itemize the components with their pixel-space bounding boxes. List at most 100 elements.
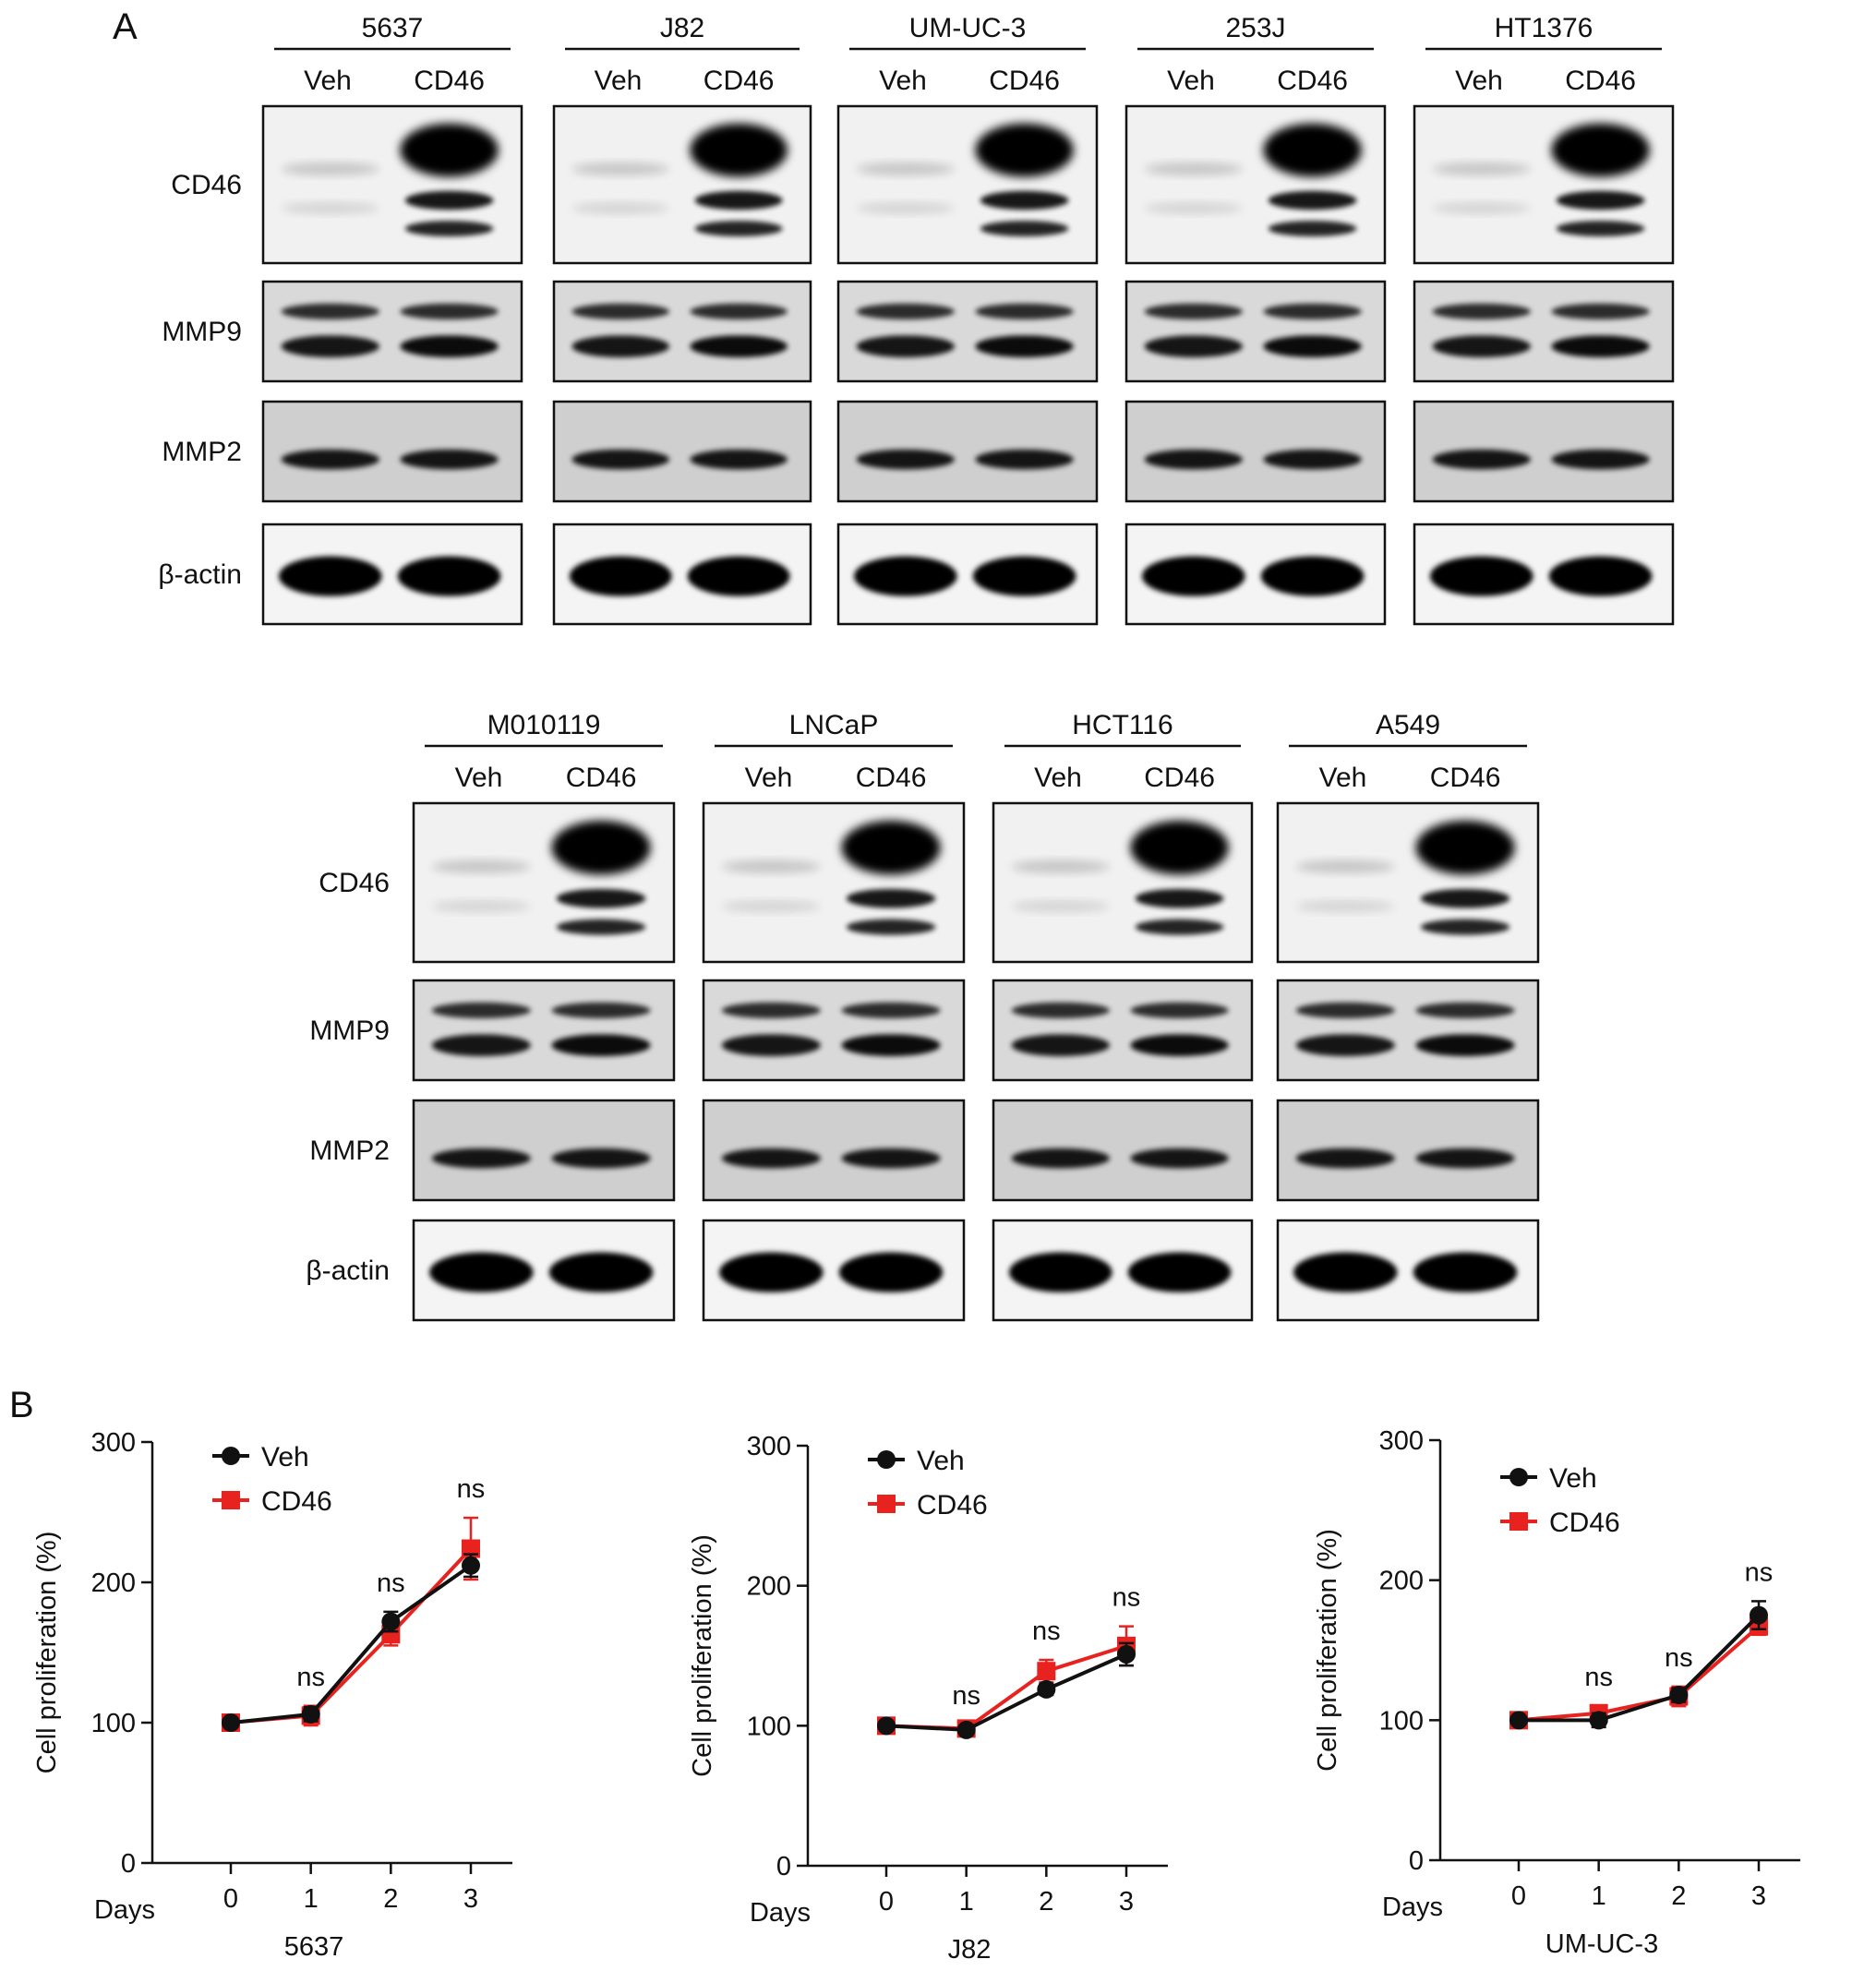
blot-frame xyxy=(836,280,1099,383)
cell-line-label: M010119 xyxy=(487,710,601,740)
blot-box xyxy=(702,1219,966,1322)
blot-band xyxy=(1008,1252,1112,1292)
blot-band xyxy=(1415,820,1515,875)
blot-box xyxy=(702,801,966,964)
blot-band xyxy=(556,888,646,908)
lane-label-cd46: CD46 xyxy=(1144,763,1215,793)
blot-band xyxy=(721,900,821,912)
blot-band xyxy=(400,449,499,470)
series-cd46 xyxy=(877,1625,1136,1738)
blot-band xyxy=(1432,449,1532,470)
blot-panel: 5637 Veh CD46 xyxy=(261,13,523,626)
legend-veh-label: Veh xyxy=(917,1446,965,1476)
series-cd46 xyxy=(222,1516,480,1732)
legend-cd46-label: CD46 xyxy=(1549,1508,1620,1538)
blot-band xyxy=(1130,1002,1229,1019)
blot-row-2: CD46 MMP9 MMP2 β-actin M010119 Veh CD46 LNCaP Ve… xyxy=(306,710,1540,1322)
series-veh xyxy=(222,1553,480,1732)
blot-panel: 253J Veh CD46 xyxy=(1124,13,1387,626)
blot-frame xyxy=(261,280,523,383)
data-point xyxy=(381,1612,401,1631)
blot-box xyxy=(1276,1219,1540,1322)
blot-frame xyxy=(1276,979,1540,1082)
protein-label: MMP9 xyxy=(162,317,242,347)
protein-label: MMP9 xyxy=(309,1016,390,1046)
blot-band xyxy=(1144,449,1244,470)
lane-label-veh: Veh xyxy=(745,763,793,793)
blot-box xyxy=(1276,1099,1540,1202)
cell-line-label: 5637 xyxy=(362,13,424,43)
blot-band xyxy=(719,1252,824,1292)
blot-band xyxy=(1141,556,1245,596)
series-cd46 xyxy=(1509,1616,1768,1730)
blot-box xyxy=(1413,400,1675,503)
significance-label: ns xyxy=(1665,1643,1693,1673)
y-axis-label: Cell proliferation (%) xyxy=(1313,1529,1342,1772)
blot-band xyxy=(1130,1034,1229,1057)
blot-band xyxy=(694,221,783,237)
blot-band xyxy=(551,1034,651,1057)
blot-band xyxy=(548,1252,654,1292)
x-tick-label: 0 xyxy=(879,1887,894,1917)
blot-box xyxy=(1124,400,1387,503)
legend-veh-label: Veh xyxy=(261,1442,309,1472)
blot-frame xyxy=(261,104,523,265)
series-line xyxy=(1518,1625,1761,1723)
blot-band xyxy=(1011,900,1111,912)
blot-band xyxy=(1144,162,1244,175)
blot-band xyxy=(400,123,499,177)
blot-band xyxy=(1551,449,1650,470)
legend-veh-label: Veh xyxy=(1549,1463,1597,1494)
data-point xyxy=(1037,1662,1056,1681)
cell-line-label: A549 xyxy=(1376,710,1440,740)
proliferation-chart: 0 100 200 300 0 1 2 3 Days 5637 Cell proliferation… xyxy=(32,1428,512,1962)
significance-label: ns xyxy=(296,1663,325,1692)
series-veh xyxy=(1509,1600,1768,1730)
legend-cd46-label: CD46 xyxy=(261,1486,332,1517)
blot-panel: HCT116 Veh CD46 xyxy=(992,710,1254,1322)
blot-band xyxy=(1295,1034,1395,1057)
blot-band xyxy=(551,1148,651,1169)
blot-band xyxy=(975,123,1074,177)
blot-band xyxy=(1295,1148,1395,1169)
x-tick-label: 0 xyxy=(1511,1881,1526,1911)
blot-band xyxy=(1144,303,1244,320)
y-tick-label: 100 xyxy=(91,1709,136,1738)
x-tick-label: 1 xyxy=(1592,1881,1606,1911)
blot-frame xyxy=(992,801,1254,964)
blot-band xyxy=(721,859,821,873)
x-axis-prefix: Days xyxy=(94,1895,155,1925)
blot-band xyxy=(1011,1034,1111,1057)
blot-band xyxy=(975,449,1074,470)
lane-label-veh: Veh xyxy=(1034,763,1082,793)
panel-b-letter: B xyxy=(9,1385,34,1425)
x-tick-label: 2 xyxy=(383,1884,398,1914)
x-tick-label: 3 xyxy=(1119,1887,1134,1917)
lane-label-cd46: CD46 xyxy=(989,66,1060,96)
blot-frame xyxy=(552,280,812,383)
blot-frame xyxy=(1124,280,1387,383)
blot-band xyxy=(1144,335,1244,358)
legend-cd46-marker xyxy=(222,1491,240,1509)
blot-box xyxy=(412,1219,676,1322)
blot-band xyxy=(1415,1034,1515,1057)
blot-band xyxy=(856,202,955,214)
blot-band xyxy=(1135,888,1224,908)
blot-box xyxy=(261,280,523,383)
blot-band xyxy=(1420,888,1510,908)
blot-band xyxy=(841,820,941,875)
blot-band xyxy=(1432,162,1532,175)
blot-band xyxy=(1135,919,1224,935)
blot-band xyxy=(431,1002,531,1019)
lane-label-veh: Veh xyxy=(1319,763,1367,793)
blot-box xyxy=(552,400,812,503)
blot-box xyxy=(1124,104,1387,265)
blot-box xyxy=(992,1219,1254,1322)
data-point xyxy=(222,1713,240,1732)
legend: Veh CD46 xyxy=(1500,1463,1620,1538)
blot-band xyxy=(856,303,955,320)
blot-band xyxy=(281,449,379,470)
data-point xyxy=(1669,1686,1689,1705)
data-point xyxy=(1117,1644,1136,1664)
